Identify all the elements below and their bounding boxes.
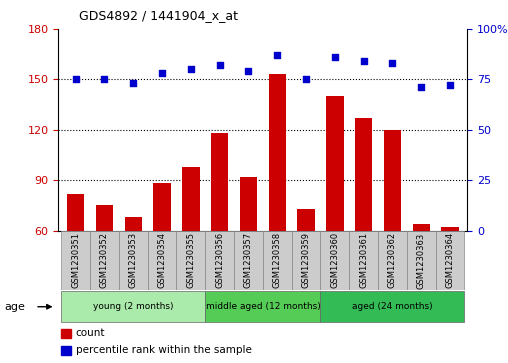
Text: GSM1230355: GSM1230355 bbox=[186, 232, 196, 288]
Text: GDS4892 / 1441904_x_at: GDS4892 / 1441904_x_at bbox=[79, 9, 238, 22]
Bar bbox=[298, 209, 315, 231]
Text: GSM1230359: GSM1230359 bbox=[302, 232, 310, 288]
Bar bbox=[263, 231, 292, 290]
Bar bbox=[176, 231, 205, 290]
Bar bbox=[326, 96, 343, 231]
Text: count: count bbox=[76, 328, 105, 338]
Bar bbox=[378, 231, 407, 290]
Bar bbox=[153, 183, 171, 231]
Bar bbox=[61, 329, 71, 338]
Text: GSM1230358: GSM1230358 bbox=[273, 232, 282, 289]
Point bbox=[331, 54, 339, 60]
Text: GSM1230363: GSM1230363 bbox=[417, 232, 426, 289]
Point bbox=[158, 70, 166, 76]
Text: GSM1230354: GSM1230354 bbox=[157, 232, 167, 288]
Bar bbox=[441, 227, 459, 231]
Text: GSM1230362: GSM1230362 bbox=[388, 232, 397, 289]
Text: GSM1230364: GSM1230364 bbox=[446, 232, 455, 289]
Text: age: age bbox=[5, 302, 25, 312]
Bar bbox=[384, 130, 401, 231]
Bar bbox=[67, 193, 84, 231]
Bar bbox=[321, 291, 464, 322]
Bar bbox=[355, 118, 372, 231]
Bar bbox=[321, 231, 350, 290]
Bar bbox=[240, 177, 257, 231]
Text: GSM1230361: GSM1230361 bbox=[359, 232, 368, 289]
Point bbox=[389, 60, 397, 66]
Text: GSM1230360: GSM1230360 bbox=[330, 232, 339, 289]
Bar bbox=[269, 74, 286, 231]
Point bbox=[446, 82, 454, 88]
Bar bbox=[90, 231, 119, 290]
Text: GSM1230356: GSM1230356 bbox=[215, 232, 224, 289]
Bar bbox=[205, 231, 234, 290]
Bar bbox=[407, 231, 436, 290]
Bar bbox=[61, 346, 71, 355]
Bar bbox=[119, 231, 148, 290]
Point bbox=[244, 69, 252, 74]
Bar bbox=[350, 231, 378, 290]
Point bbox=[215, 62, 224, 68]
Bar bbox=[182, 167, 200, 231]
Bar bbox=[412, 224, 430, 231]
Text: GSM1230357: GSM1230357 bbox=[244, 232, 253, 289]
Text: middle aged (12 months): middle aged (12 months) bbox=[206, 302, 320, 311]
Point bbox=[273, 52, 281, 58]
Text: GSM1230351: GSM1230351 bbox=[71, 232, 80, 288]
Bar bbox=[292, 231, 321, 290]
Bar bbox=[148, 231, 176, 290]
Text: GSM1230352: GSM1230352 bbox=[100, 232, 109, 288]
Text: GSM1230353: GSM1230353 bbox=[129, 232, 138, 289]
Point bbox=[72, 77, 80, 82]
Point bbox=[302, 77, 310, 82]
Bar bbox=[61, 291, 205, 322]
Point bbox=[417, 85, 425, 90]
Bar bbox=[61, 231, 90, 290]
Point bbox=[360, 58, 368, 64]
Bar bbox=[205, 291, 320, 322]
Bar bbox=[234, 231, 263, 290]
Bar bbox=[124, 217, 142, 231]
Point bbox=[129, 81, 137, 86]
Point bbox=[187, 66, 195, 72]
Bar bbox=[436, 231, 464, 290]
Point bbox=[101, 77, 109, 82]
Bar bbox=[211, 133, 228, 231]
Bar bbox=[96, 205, 113, 231]
Text: aged (24 months): aged (24 months) bbox=[352, 302, 433, 311]
Text: percentile rank within the sample: percentile rank within the sample bbox=[76, 345, 251, 355]
Text: young (2 months): young (2 months) bbox=[93, 302, 174, 311]
